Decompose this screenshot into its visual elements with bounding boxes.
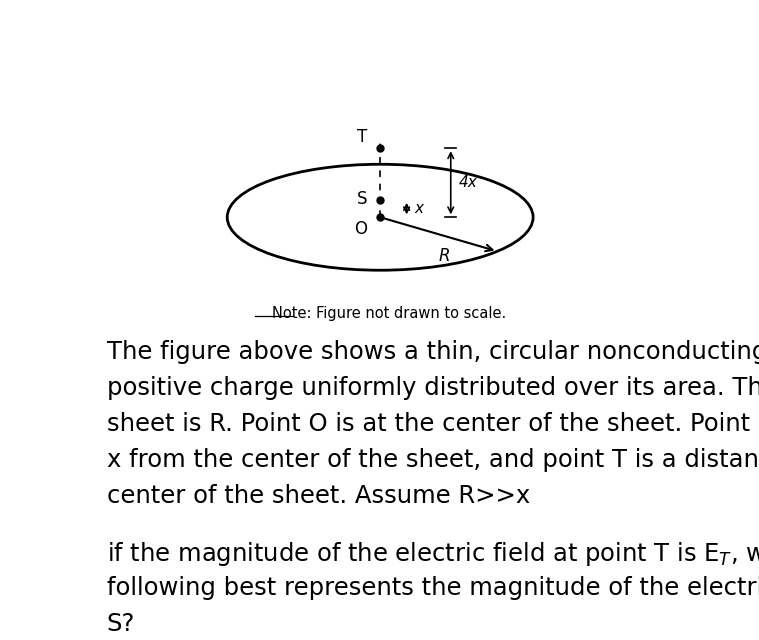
Text: The figure above shows a thin, circular nonconducting sheet of: The figure above shows a thin, circular … [106, 340, 759, 364]
Text: if the magnitude of the electric field at point T is E$_T$, which of the: if the magnitude of the electric field a… [106, 540, 759, 568]
Text: following best represents the magnitude of the electric field at point: following best represents the magnitude … [106, 576, 759, 600]
Text: x from the center of the sheet, and point T is a distance 4x from the: x from the center of the sheet, and poin… [106, 449, 759, 472]
Text: T: T [357, 128, 367, 146]
Text: positive charge uniformly distributed over its area. The radius of the: positive charge uniformly distributed ov… [106, 376, 759, 401]
Text: S: S [357, 189, 367, 207]
Text: center of the sheet. Assume R>>x: center of the sheet. Assume R>>x [106, 484, 530, 508]
Text: O: O [354, 220, 367, 237]
Text: S?: S? [106, 612, 135, 636]
Text: Note: Figure not drawn to scale.: Note: Figure not drawn to scale. [272, 306, 506, 321]
Text: sheet is R. Point O is at the center of the sheet. Point S is a distance: sheet is R. Point O is at the center of … [106, 412, 759, 436]
Text: 4x: 4x [458, 175, 477, 190]
Text: R: R [439, 246, 450, 264]
Text: x: x [414, 201, 424, 216]
